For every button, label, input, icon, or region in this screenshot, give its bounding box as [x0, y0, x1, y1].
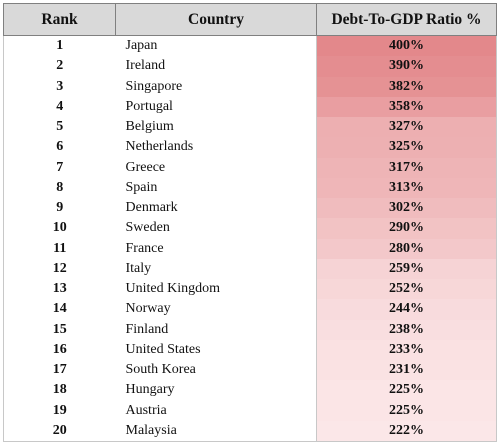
ratio-cell: 382% [316, 76, 497, 97]
rank-cell: 9 [3, 198, 116, 219]
table-row: 8 Spain 313% [3, 177, 497, 198]
ratio-cell: 233% [316, 339, 497, 360]
ratio-cell: 358% [316, 96, 497, 117]
rank-cell: 14 [3, 299, 116, 320]
ratio-cell: 259% [316, 258, 497, 279]
rank-cell: 3 [3, 76, 116, 97]
table-row: 16 United States 233% [3, 339, 497, 360]
country-cell: Netherlands [125, 139, 194, 155]
rank-cell: 15 [3, 319, 116, 340]
country-cell: Hungary [125, 382, 175, 398]
ratio-cell: 244% [316, 299, 497, 320]
country-cell: Spain [125, 179, 158, 195]
rank-cell: 5 [3, 117, 116, 138]
table-row: 18 Hungary 225% [3, 380, 497, 401]
header-ratio: Debt-To-GDP Ratio % [316, 3, 497, 36]
table-row: 19 Austria 225% [3, 400, 497, 421]
country-cell: South Korea [125, 362, 196, 377]
country-cell: Sweden [125, 220, 170, 236]
rank-cell: 13 [3, 279, 116, 300]
country-cell: Denmark [125, 200, 178, 215]
table-body: 1 Japan 400% 2 Ireland 390% 3 Singapore 382% 4 Por… [3, 35, 497, 442]
country-cell: Ireland [125, 58, 166, 74]
ratio-cell: 390% [316, 56, 497, 77]
rank-cell: 1 [3, 35, 116, 57]
table-row: 7 Greece 317% [3, 157, 497, 178]
rank-cell: 6 [3, 137, 116, 158]
rank-cell: 4 [3, 96, 116, 117]
table-row: 4 Portugal 358% [3, 96, 497, 117]
rank-cell: 2 [3, 56, 116, 77]
table-row: 13 United Kingdom 252% [3, 279, 497, 300]
table-row: 12 Italy 259% [3, 258, 497, 279]
table-row: 5 Belgium 327% [3, 117, 497, 138]
table-row: 15 Finland 238% [3, 319, 497, 340]
country-cell: Belgium [125, 119, 174, 134]
country-cell: United States [125, 341, 201, 357]
rank-cell: 12 [3, 258, 116, 279]
country-cell: Finland [125, 321, 169, 337]
header-row: Rank Country Debt-To-GDP Ratio % [3, 3, 497, 36]
country-cell: Singapore [125, 78, 183, 94]
ratio-cell: 290% [316, 218, 497, 239]
ratio-cell: 400% [316, 35, 497, 57]
rank-cell: 17 [3, 360, 116, 381]
table-row: 17 South Korea 231% [3, 360, 497, 381]
table-row: 20 Malaysia 222% [3, 420, 497, 442]
rank-cell: 18 [3, 380, 116, 401]
country-cell: Malaysia [115, 420, 317, 442]
country-cell: Austria [125, 402, 167, 418]
country-cell: Japan [125, 38, 158, 53]
ratio-cell: 252% [316, 279, 497, 300]
rank-cell: 11 [3, 238, 116, 259]
ratio-cell: 222% [316, 420, 497, 442]
ratio-cell: 231% [316, 360, 497, 381]
table-row: 1 Japan 400% [3, 35, 497, 57]
table-row: 10 Sweden 290% [3, 218, 497, 239]
country-cell: Italy [125, 260, 152, 276]
ratio-cell: 302% [316, 198, 497, 219]
country-cell: Norway [125, 301, 171, 317]
country-cell: United Kingdom [125, 281, 221, 296]
rank-cell: 8 [3, 177, 116, 198]
table-row: 9 Denmark 302% [3, 198, 497, 219]
ratio-cell: 225% [316, 380, 497, 401]
rank-cell: 16 [3, 339, 116, 360]
table-row: 6 Netherlands 325% [3, 137, 497, 158]
debt-to-gdp-table-container: Rank Country Debt-To-GDP Ratio % 1 Japan 4… [3, 3, 497, 442]
table-row: 3 Singapore 382% [3, 76, 497, 97]
table-row: 11 France 280% [3, 238, 497, 259]
country-cell: Portugal [125, 98, 173, 114]
header-country: Country [115, 3, 317, 36]
ratio-cell: 280% [316, 238, 497, 259]
rank-cell: 7 [3, 157, 116, 178]
rank-cell: 10 [3, 218, 116, 239]
rank-cell: 19 [3, 400, 116, 421]
ratio-cell: 238% [316, 319, 497, 340]
ratio-cell: 317% [316, 157, 497, 178]
rank-cell: 20 [3, 420, 116, 442]
ratio-cell: 225% [316, 400, 497, 421]
ratio-cell: 325% [316, 137, 497, 158]
country-cell: Greece [125, 159, 166, 175]
table-row: 2 Ireland 390% [3, 56, 497, 77]
ratio-cell: 327% [316, 117, 497, 138]
debt-to-gdp-table: Rank Country Debt-To-GDP Ratio % 1 Japan 4… [3, 3, 497, 442]
country-cell: France [125, 240, 164, 256]
header-rank: Rank [3, 3, 116, 36]
table-row: 14 Norway 244% [3, 299, 497, 320]
ratio-cell: 313% [316, 177, 497, 198]
